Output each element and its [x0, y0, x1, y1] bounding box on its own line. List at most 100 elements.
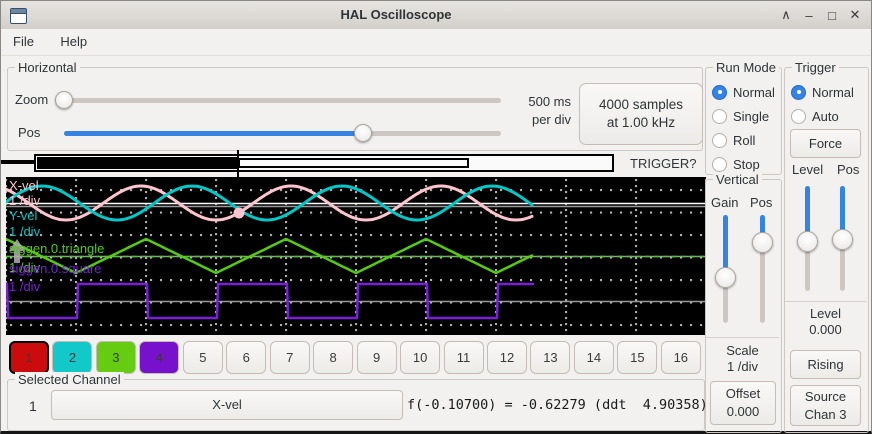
trigger-pos-label: Pos	[837, 162, 860, 177]
radio-icon[interactable]	[712, 156, 727, 172]
run-mode-option-label: Normal	[733, 84, 775, 100]
timebase-readout: 500 ms per div	[528, 94, 571, 127]
selected-channel-number: 1	[29, 398, 37, 414]
scope-label-1: 1 /div	[9, 193, 41, 208]
trigger-pos-slider[interactable]	[832, 186, 853, 291]
titlebar: HAL Oscilloscope ∧ – □ ✕	[1, 1, 871, 30]
window-controls: ∧ – □ ✕	[778, 1, 863, 29]
trigger-edge-button[interactable]: Rising	[790, 350, 861, 379]
channel-button-5[interactable]: 5	[182, 341, 223, 374]
radio-icon[interactable]	[791, 108, 806, 124]
trace-Y-vel	[6, 184, 534, 222]
run-mode-option-stop[interactable]: Stop	[712, 152, 775, 176]
trigger-level-arrow-icon[interactable]	[9, 239, 25, 263]
radio-icon[interactable]	[791, 84, 806, 100]
channel-button-13[interactable]: 13	[530, 341, 571, 374]
channel-button-1[interactable]: 1	[9, 341, 49, 374]
trace-siggen.0.square	[6, 282, 535, 320]
trigger-panel-label: Trigger	[792, 60, 839, 75]
channel-button-14[interactable]: 14	[573, 341, 614, 374]
channel-button-11[interactable]: 11	[443, 341, 484, 374]
value-readout: f(-0.10700) = -0.62279 (ddt 4.90358)	[407, 397, 708, 413]
trigger-source-button[interactable]: Source Chan 3	[790, 385, 861, 426]
channel-button-12[interactable]: 12	[486, 341, 527, 374]
minimize-icon[interactable]: –	[805, 7, 813, 23]
radio-icon[interactable]	[712, 84, 727, 100]
display-window-bar	[238, 158, 469, 168]
zoom-slider-handle[interactable]	[55, 91, 73, 109]
trigger-level-slider-handle[interactable]	[797, 230, 818, 252]
force-trigger-button[interactable]: Force	[790, 129, 861, 158]
trigger-pos-slider-fill	[840, 186, 845, 239]
scale-value: 1 /div	[726, 359, 759, 374]
vertical-pos-slider-handle[interactable]	[752, 231, 773, 253]
offset-button[interactable]: Offset 0.000	[710, 381, 776, 425]
trigger-mode-option-normal[interactable]: Normal	[791, 80, 854, 104]
channel-button-10[interactable]: 10	[400, 341, 441, 374]
channel-button-3[interactable]: 3	[95, 341, 136, 374]
channel-button-4[interactable]: 4	[139, 341, 180, 374]
scope-traces-canvas	[6, 184, 706, 320]
channel-button-row: 1 2 3 4 5 6 7 8 9 10 11 12 13 14 15 16	[9, 341, 701, 374]
menu-help[interactable]: Help	[60, 34, 88, 49]
trigger-level-slider[interactable]	[797, 186, 818, 291]
run-mode-option-label: Roll	[733, 132, 756, 148]
scope-label-2: Y-vel	[9, 208, 38, 223]
scope-label-3: 1 /div	[9, 224, 41, 239]
run-mode-option-roll[interactable]: Roll	[712, 128, 775, 152]
run-mode-option-label: Single	[733, 108, 770, 124]
vertical-pos-slider-fill	[760, 215, 765, 242]
trigger-mode-option-label: Normal	[812, 84, 854, 100]
trace-siggen.0.triangle	[6, 237, 534, 275]
radio-icon[interactable]	[712, 132, 727, 148]
trigger-position-marker	[237, 150, 239, 177]
run-mode-options: Normal Single Roll Stop	[712, 80, 775, 176]
maximize-icon[interactable]: □	[828, 7, 836, 23]
scope-label-7: 1 /div	[9, 279, 41, 294]
gain-slider[interactable]	[715, 215, 736, 323]
channel-source-button[interactable]: X-vel	[51, 390, 403, 420]
channel-button-16[interactable]: 16	[660, 341, 701, 374]
radio-icon[interactable]	[712, 108, 727, 124]
run-mode-panel-label: Run Mode	[713, 60, 779, 75]
channel-button-6[interactable]: 6	[226, 341, 267, 374]
run-mode-option-normal[interactable]: Normal	[712, 80, 775, 104]
gain-label: Gain	[711, 195, 739, 210]
close-icon[interactable]: ✕	[849, 7, 861, 22]
vertical-pos-label: Pos	[750, 195, 773, 210]
zoom-label: Zoom	[15, 92, 49, 107]
channel-button-15[interactable]: 15	[617, 341, 658, 374]
selected-sample-marker[interactable]	[233, 207, 245, 219]
menu-file[interactable]: File	[13, 34, 34, 49]
channel-button-2[interactable]: 2	[52, 341, 93, 374]
vertical-panel-label: Vertical	[713, 172, 762, 187]
channel-button-7[interactable]: 7	[269, 341, 310, 374]
pos-slider-fill	[64, 131, 363, 136]
scope-display[interactable]: X-vel 1 /div Y-vel 1 /div siggen.0.triangle 1…	[6, 177, 706, 335]
channel-button-8[interactable]: 8	[313, 341, 354, 374]
scale-caption: Scale	[726, 343, 759, 358]
trigger-panel: Trigger	[784, 60, 869, 433]
gain-slider-handle[interactable]	[715, 266, 736, 288]
run-mode-option-single[interactable]: Single	[712, 104, 775, 128]
channel-button-9[interactable]: 9	[356, 341, 397, 374]
app-icon[interactable]	[10, 8, 27, 24]
shade-icon[interactable]: ∧	[781, 7, 791, 22]
trigger-mode-options: Normal Auto	[791, 80, 854, 128]
vertical-separator	[706, 337, 779, 338]
selected-channel-panel: Selected Channel	[7, 372, 705, 431]
zoom-slider[interactable]	[55, 91, 501, 109]
pos-slider-handle[interactable]	[354, 124, 372, 142]
samples-button[interactable]: 4000 samples at 1.00 kHz	[579, 83, 703, 145]
trigger-level-caption: Level	[809, 306, 842, 321]
record-filled-bar	[37, 157, 238, 169]
run-mode-option-label: Stop	[733, 156, 760, 172]
pos-slider[interactable]	[64, 124, 501, 142]
run-mode-panel: Run Mode	[705, 60, 782, 175]
trigger-mode-option-auto[interactable]: Auto	[791, 104, 854, 128]
trigger-pos-slider-handle[interactable]	[832, 228, 853, 250]
horizontal-panel-label: Horizontal	[15, 60, 80, 75]
trigger-level-label: Level	[792, 162, 824, 177]
vertical-pos-slider[interactable]	[752, 215, 773, 323]
